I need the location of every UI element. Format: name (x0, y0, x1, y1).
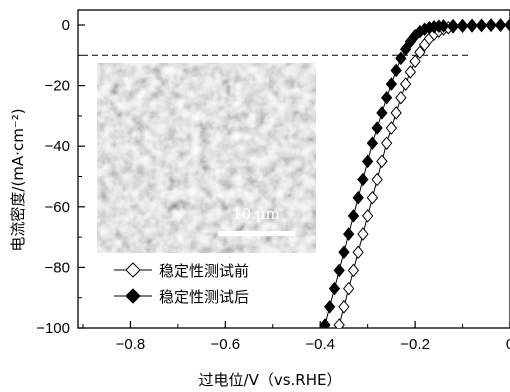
data-point-after (362, 154, 374, 169)
data-point-after (347, 209, 360, 223)
data-point-after (333, 263, 345, 278)
data-point-after (338, 245, 350, 260)
data-point-after (376, 106, 388, 120)
data-point-before (347, 263, 360, 278)
data-point-after (319, 318, 331, 328)
series-line-before (338, 24, 510, 326)
x-axis: −0.8 −0.6 −0.4 −0.2 0 (82, 321, 510, 353)
sem-scale-label: 10 µm (232, 205, 280, 223)
legend-marker-before (125, 262, 141, 278)
data-point-before (362, 209, 374, 223)
sem-inset: 10 µm (97, 63, 316, 253)
data-point-before (338, 300, 350, 314)
data-point-before (357, 227, 369, 241)
data-point-before (385, 121, 398, 135)
y-tick-label: −40 (45, 138, 70, 155)
data-point-after (399, 42, 412, 57)
legend-label-before: 稳定性测试前 (159, 262, 249, 280)
y-tick-label: −80 (45, 259, 70, 276)
y-axis: 0 −20 −40 −60 −80 −100 (36, 17, 85, 337)
data-point-before (409, 54, 421, 69)
x-axis-title: 过电位/V（vs.RHE） (199, 371, 342, 389)
data-point-after (466, 18, 478, 33)
legend: 稳定性测试前 稳定性测试后 (114, 262, 249, 306)
data-point-after (357, 172, 369, 187)
data-point-after (343, 227, 355, 241)
data-point-after (447, 18, 459, 33)
series-line-after (324, 24, 510, 326)
y-tick-label: −60 (45, 199, 70, 216)
x-tick-label: −0.4 (305, 336, 335, 353)
data-point-before (333, 318, 345, 328)
x-tick-label: 0 (506, 336, 510, 353)
data-point-after (371, 121, 383, 135)
data-point-after (324, 300, 336, 314)
sem-image (97, 63, 316, 253)
data-point-before (371, 172, 383, 187)
data-point-before (414, 45, 426, 60)
data-point-after (504, 18, 510, 32)
legend-entry-before: 稳定性测试前 (114, 262, 249, 280)
data-point-after (352, 190, 364, 205)
x-tick-label: −0.6 (211, 336, 241, 353)
legend-entry-after: 稳定性测试后 (114, 288, 249, 306)
series-layer (319, 18, 510, 328)
data-point-before (366, 190, 379, 205)
data-point-after (385, 77, 398, 91)
data-point-after (380, 90, 393, 105)
data-point-before (343, 281, 355, 296)
data-point-after (390, 63, 402, 78)
data-point-before (352, 245, 364, 260)
x-tick-label: −0.8 (116, 336, 146, 353)
x-tick-label: −0.2 (400, 336, 430, 353)
y-tick-label: 0 (62, 17, 70, 34)
y-axis-title: 电流密度/(mA·cm⁻²) (9, 108, 27, 251)
data-point-after (485, 18, 497, 32)
data-point-before (395, 90, 407, 105)
data-point-before (380, 136, 393, 150)
y-tick-label: −100 (36, 320, 70, 337)
sem-scale-bar (218, 231, 295, 236)
data-point-before (404, 65, 417, 79)
legend-marker-after (125, 288, 141, 304)
data-point-after (494, 18, 507, 32)
data-point-before (399, 77, 412, 91)
data-point-before (390, 106, 402, 120)
data-point-after (328, 281, 341, 296)
data-point-after (456, 18, 469, 33)
data-point-after (437, 19, 450, 33)
data-point-after (475, 18, 488, 33)
y-tick-label: −20 (45, 78, 70, 95)
legend-label-after: 稳定性测试后 (159, 288, 249, 306)
data-point-before (376, 154, 388, 169)
plot-frame (77, 9, 510, 329)
data-point-after (395, 51, 407, 66)
data-point-after (366, 136, 379, 150)
